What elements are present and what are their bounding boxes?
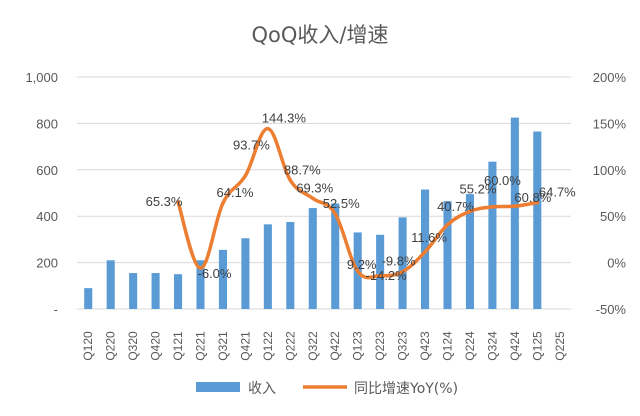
bar-Q424: [510, 117, 519, 309]
x-tick-label: Q422: [328, 331, 342, 361]
y-right-tick-label: 150%: [593, 116, 627, 131]
x-tick-label: Q120: [81, 331, 95, 361]
yoy-data-label: 65.3%: [146, 194, 183, 209]
yoy-point-Q124: [445, 223, 450, 227]
bar-Q421: [241, 238, 250, 309]
yoy-point-Q125: [535, 200, 540, 205]
yoy-point-Q123: [355, 269, 360, 273]
x-tick-label: Q221: [194, 331, 208, 361]
legend-label-yoy: 同比增速YoY(%): [354, 381, 458, 397]
x-tick-label: Q122: [261, 331, 275, 361]
y-left-tick-label: 800: [36, 116, 58, 131]
data-labels: 65.3% -6.0% 64.1% 93.7% 144.3% 88.7% 69.3%52.5…: [146, 111, 577, 283]
x-tick-label: Q424: [508, 331, 522, 361]
yoy-data-label: 64.7%: [539, 185, 576, 200]
yoy-point-Q221: [198, 266, 203, 270]
yoy-point-Q321: [221, 201, 225, 205]
bar-Q224: [465, 194, 474, 309]
yoy-point-Q121: [176, 200, 180, 204]
y-left-tick-label: 400: [36, 209, 58, 224]
yoy-data-label: 60.8%: [514, 190, 551, 205]
x-tick-label: Q225: [553, 331, 567, 361]
x-tick-label: Q224: [463, 331, 477, 361]
x-tick-label: Q423: [418, 331, 432, 361]
y-right-tick-label: -50%: [596, 302, 627, 317]
bar-Q322: [308, 208, 317, 309]
bar-Q125: [533, 131, 542, 309]
x-tick-label: Q222: [283, 331, 297, 361]
yoy-data-label: 64.1%: [217, 185, 254, 200]
yoy-data-label: 93.7%: [233, 138, 270, 153]
bar-Q223: [376, 234, 385, 309]
yoy-data-label: 55.2%: [460, 181, 497, 196]
legend-label-revenue: 收入: [248, 381, 276, 397]
y-left-tick-label: -: [54, 302, 58, 317]
x-tick-label: Q220: [104, 331, 118, 361]
x-tick-label: Q420: [149, 331, 163, 361]
x-tick-label: Q322: [306, 331, 320, 361]
bar-Q221: [196, 260, 205, 309]
bar-Q323: [398, 217, 407, 309]
yoy-data-label: -6.0%: [198, 266, 232, 281]
yoy-data-label: 9.2%: [347, 257, 377, 272]
bar-Q124: [443, 201, 452, 309]
yoy-point-Q324: [490, 205, 495, 209]
x-tick-label: Q124: [441, 331, 455, 361]
yoy-data-label: 52.5%: [323, 196, 360, 211]
y-right-tick-label: 200%: [593, 70, 627, 85]
chart-title: QoQ收入/增速: [252, 23, 389, 47]
yoy-data-label: 40.7%: [437, 199, 474, 214]
bar-Q422: [331, 203, 340, 309]
y-right-tick-label: 100%: [593, 163, 627, 178]
yoy-point-Q224: [468, 209, 472, 214]
y-right-tick-label: 50%: [600, 209, 626, 224]
bar-Q222: [286, 222, 295, 309]
y-right-tick-label: 0%: [607, 256, 626, 271]
bar-Q121: [174, 274, 183, 309]
x-tick-label: Q421: [238, 331, 252, 361]
line-series: [176, 126, 540, 280]
yoy-data-label: 69.3%: [296, 180, 333, 195]
yoy-point-Q223: [378, 273, 382, 278]
x-tick-label: Q223: [373, 331, 387, 361]
bar-Q420: [151, 273, 160, 309]
yoy-point-Q422: [333, 212, 338, 216]
yoy-data-label: 88.7%: [284, 162, 321, 177]
yoy-point-Q423: [423, 250, 427, 254]
yoy-point-Q323: [400, 269, 405, 274]
y-left-tick-label: 600: [36, 163, 58, 178]
yoy-data-label: 11.6%: [411, 230, 447, 245]
bar-Q120: [84, 288, 93, 309]
yoy-point-Q222: [288, 178, 293, 183]
bar-Q320: [129, 273, 138, 309]
x-tick-label: Q321: [216, 331, 230, 361]
x-tick-label: Q125: [530, 331, 544, 361]
x-tick-label: Q323: [396, 331, 410, 361]
yoy-point-Q421: [243, 173, 248, 178]
legend-swatch-revenue: [196, 382, 240, 392]
bar-Q122: [263, 224, 272, 309]
yoy-data-label: -14.2%: [366, 268, 408, 283]
yoy-point-Q322: [310, 196, 315, 201]
bar-Q324: [488, 161, 497, 309]
yoy-data-label: 60.0%: [484, 173, 521, 188]
y-left-tick-label: 200: [36, 256, 58, 271]
bar-Q321: [218, 249, 227, 309]
legend: 收入 同比增速YoY(%): [196, 381, 458, 397]
yoy-point-Q122: [266, 126, 270, 131]
axes: - 200 400 600 800 1,000 -50% 0% 50% 100% 150% 200% Q…: [25, 70, 626, 361]
x-tick-label: Q121: [171, 331, 185, 361]
y-left-tick-label: 1,000: [25, 70, 58, 85]
yoy-data-label: -9.8%: [382, 254, 416, 269]
yoy-point-Q424: [513, 204, 517, 208]
x-tick-label: Q123: [351, 331, 365, 361]
x-tick-label: Q324: [485, 331, 499, 361]
yoy-data-label: 144.3%: [262, 111, 307, 126]
bar-Q220: [106, 260, 115, 309]
x-tick-label: Q320: [126, 331, 140, 361]
